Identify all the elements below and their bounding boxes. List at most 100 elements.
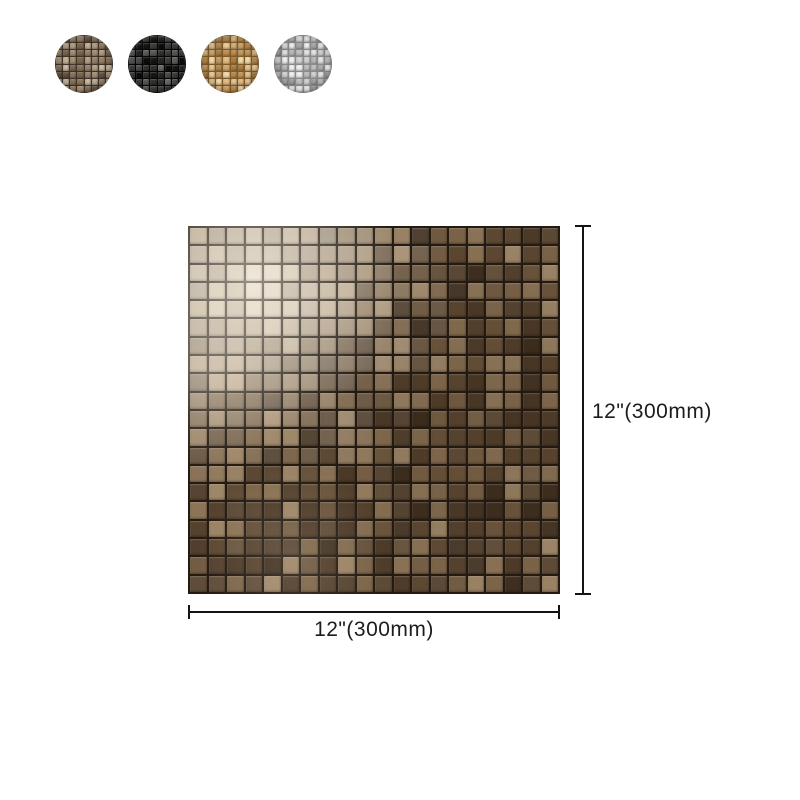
- swatch-gold[interactable]: [201, 35, 259, 93]
- mosaic-cell: [136, 71, 143, 78]
- mosaic-cell: [296, 50, 303, 57]
- mosaic-cell: [63, 78, 70, 85]
- mosaic-cell: [223, 64, 230, 71]
- mosaic-cell: [98, 85, 105, 92]
- mosaic-cell: [129, 78, 136, 85]
- mosaic-cell: [412, 337, 429, 355]
- mosaic-cell: [504, 520, 521, 538]
- mosaic-cell: [319, 301, 336, 318]
- mosaic-cell: [301, 282, 318, 300]
- mosaic-cell: [289, 71, 296, 78]
- mosaic-cell: [467, 337, 484, 355]
- mosaic-cell: [393, 557, 410, 574]
- mosaic-cell: [84, 78, 91, 85]
- mosaic-cell: [338, 465, 355, 483]
- mosaic-cell: [227, 465, 244, 483]
- mosaic-cell: [430, 319, 447, 336]
- mosaic-cell: [230, 50, 237, 57]
- mosaic-cell: [523, 246, 540, 263]
- mosaic-cell: [251, 36, 258, 43]
- mosaic-cell: [430, 484, 447, 501]
- mosaic-cell: [319, 539, 336, 556]
- mosaic-cell: [216, 50, 223, 57]
- swatch-black[interactable]: [128, 35, 186, 93]
- mosaic-cell: [319, 282, 336, 300]
- mosaic-cell: [208, 374, 225, 391]
- mosaic-cell: [338, 447, 355, 464]
- mosaic-cell: [70, 71, 77, 78]
- mosaic-cell: [338, 502, 355, 519]
- mosaic-cell: [338, 392, 355, 409]
- mosaic-cell: [223, 71, 230, 78]
- mosaic-cell: [523, 539, 540, 556]
- mosaic-cell: [63, 50, 70, 57]
- mosaic-cell: [227, 228, 244, 245]
- mosaic-cell: [143, 50, 150, 57]
- mosaic-cell: [504, 264, 521, 281]
- mosaic-cell: [56, 36, 63, 43]
- mosaic-cell: [504, 228, 521, 245]
- mosaic-cell: [412, 410, 429, 428]
- mosaic-cell: [541, 392, 558, 409]
- mosaic-cell: [178, 43, 185, 50]
- mosaic-cell: [164, 36, 171, 43]
- mosaic-cell: [171, 64, 178, 71]
- mosaic-cell: [105, 50, 112, 57]
- mosaic-cell: [190, 374, 207, 391]
- mosaic-cell: [190, 484, 207, 501]
- mosaic-cell: [251, 85, 258, 92]
- mosaic-cell: [264, 228, 281, 245]
- mosaic-cell: [504, 374, 521, 391]
- mosaic-cell: [275, 36, 282, 43]
- mosaic-cell: [230, 57, 237, 64]
- mosaic-cell: [338, 484, 355, 501]
- mosaic-cell: [282, 410, 299, 428]
- mosaic-cell: [129, 57, 136, 64]
- mosaic-cell: [504, 447, 521, 464]
- mosaic-cell: [541, 575, 558, 592]
- mosaic-cell: [467, 356, 484, 373]
- mosaic-cell: [282, 520, 299, 538]
- mosaic-cell: [245, 337, 262, 355]
- mosaic-cell: [202, 85, 209, 92]
- mosaic-cell: [523, 282, 540, 300]
- mosaic-cell: [98, 50, 105, 57]
- mosaic-cell: [282, 36, 289, 43]
- mosaic-cell: [129, 50, 136, 57]
- swatch-silver[interactable]: [274, 35, 332, 93]
- mosaic-cell: [356, 337, 373, 355]
- mosaic-cell: [317, 78, 324, 85]
- mosaic-cell: [310, 50, 317, 57]
- mosaic-cell: [375, 447, 392, 464]
- mosaic-cell: [338, 319, 355, 336]
- mosaic-cell: [264, 319, 281, 336]
- mosaic-cell: [296, 43, 303, 50]
- mosaic-cell: [143, 43, 150, 50]
- swatch-bronze[interactable]: [55, 35, 113, 93]
- mosaic-cell: [244, 43, 251, 50]
- mosaic-cell: [356, 392, 373, 409]
- mosaic-cell: [324, 71, 331, 78]
- mosaic-cell: [202, 64, 209, 71]
- mosaic-cell: [216, 43, 223, 50]
- mosaic-cell: [98, 64, 105, 71]
- mosaic-cell: [486, 539, 503, 556]
- mosaic-cell: [171, 43, 178, 50]
- mosaic-cell: [412, 392, 429, 409]
- mosaic-cell: [202, 36, 209, 43]
- mosaic-cell: [105, 43, 112, 50]
- mosaic-cell: [412, 447, 429, 464]
- mosaic-cell: [393, 447, 410, 464]
- mosaic-cell: [393, 575, 410, 592]
- mosaic-cell: [208, 228, 225, 245]
- mosaic-cell: [230, 78, 237, 85]
- mosaic-cell: [486, 502, 503, 519]
- mosaic-cell: [84, 85, 91, 92]
- mosaic-cell: [209, 71, 216, 78]
- mosaic-cell: [324, 43, 331, 50]
- mosaic-cell: [230, 43, 237, 50]
- mosaic-cell: [523, 502, 540, 519]
- mosaic-cell: [541, 228, 558, 245]
- mosaic-cell: [190, 502, 207, 519]
- mosaic-cell: [467, 447, 484, 464]
